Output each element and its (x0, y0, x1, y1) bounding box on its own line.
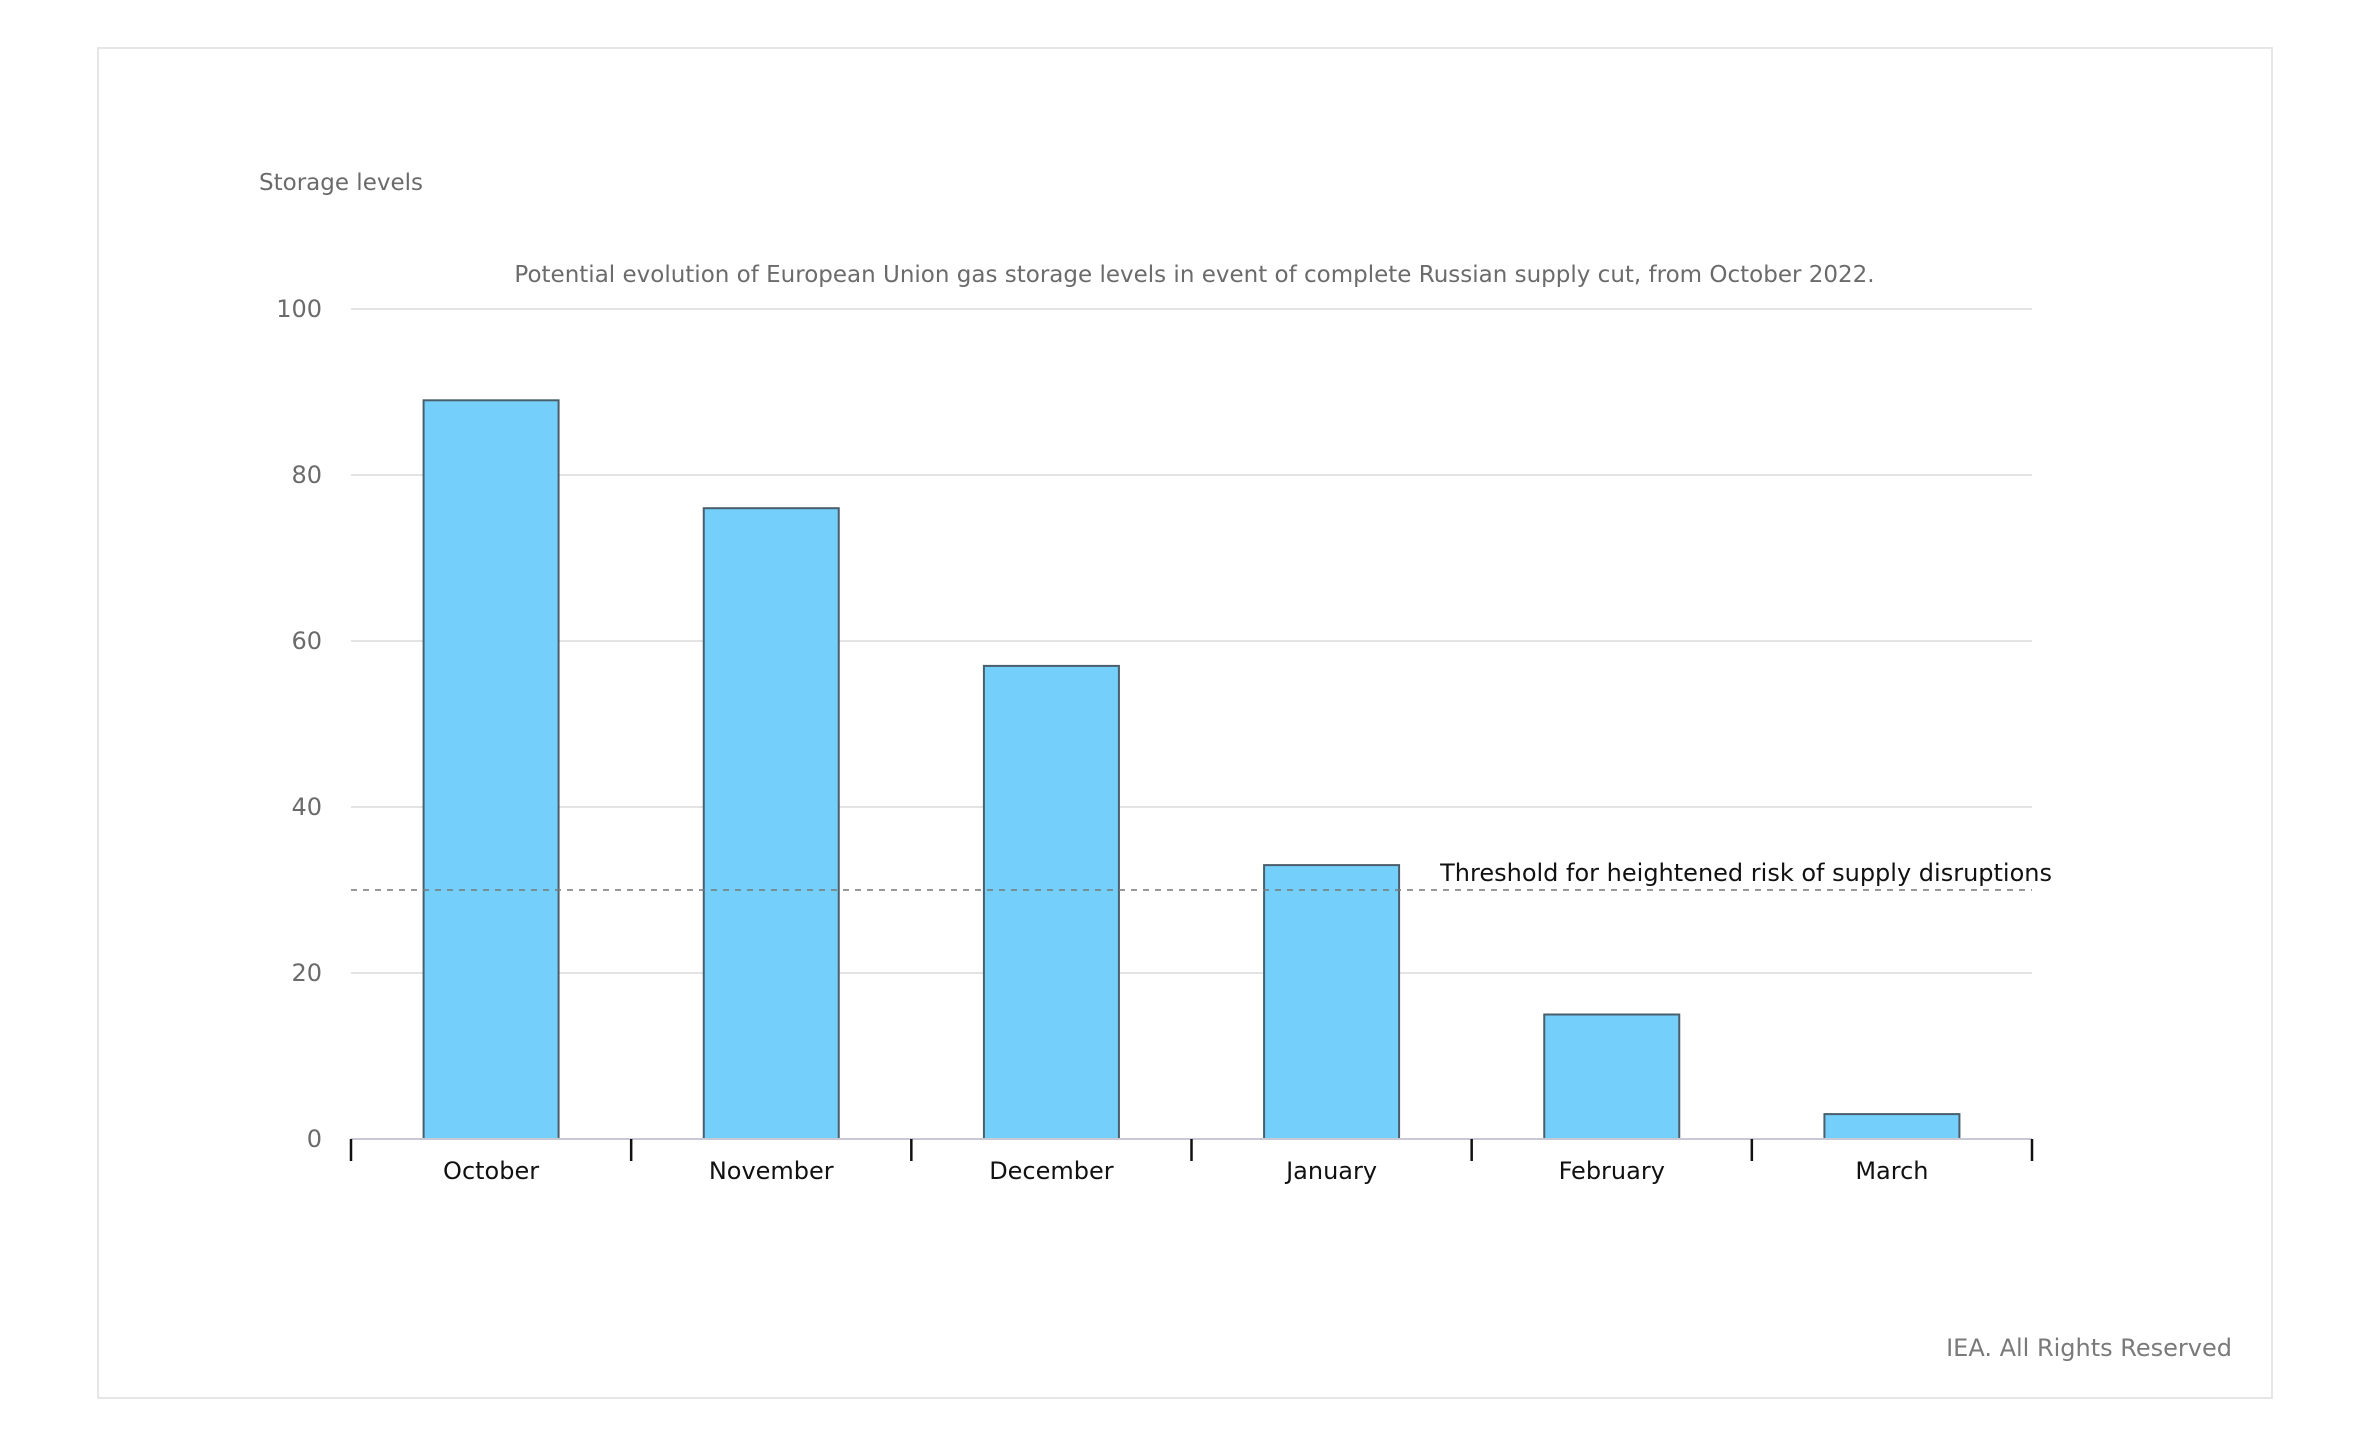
y-tick-label: 60 (291, 627, 322, 655)
y-axis-label: Storage levels (259, 170, 423, 196)
x-tick-label: November (709, 1157, 834, 1185)
chart-title: Potential evolution of European Union ga… (514, 262, 1874, 288)
bar-february (1543, 1013, 1681, 1140)
x-tick-label: March (1855, 1157, 1928, 1185)
threshold-label: Threshold for heightened risk of supply … (1439, 859, 2052, 887)
bar-december (982, 664, 1120, 1141)
bar-january (1263, 864, 1401, 1140)
bar-november (702, 507, 840, 1140)
y-tick-label: 100 (276, 295, 322, 323)
chart-card (97, 47, 2273, 1399)
x-tick-label: December (989, 1157, 1114, 1185)
copyright-footer: IEA. All Rights Reserved (1946, 1334, 2232, 1362)
x-tick-label: October (443, 1157, 539, 1185)
y-tick-label: 80 (291, 461, 322, 489)
x-tick-label: February (1559, 1157, 1665, 1185)
bar-march (1823, 1113, 1961, 1140)
y-tick-label: 20 (291, 959, 322, 987)
bar-october (422, 399, 560, 1140)
x-tick-label: January (1284, 1157, 1377, 1185)
y-tick-label: 40 (291, 793, 322, 821)
y-tick-label: 0 (307, 1125, 322, 1153)
